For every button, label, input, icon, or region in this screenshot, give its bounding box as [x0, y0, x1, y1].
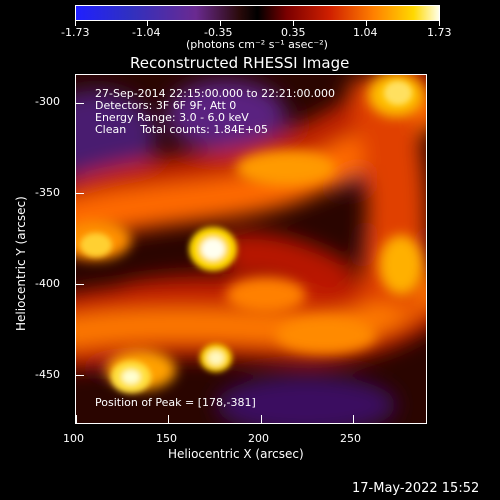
x-axis-label: Heliocentric X (arcsec) [168, 447, 304, 461]
colorbar-tick [293, 21, 294, 26]
info-time-range: 27-Sep-2014 22:15:00.000 to 22:21:00.000 [95, 87, 335, 100]
x-axis-tick [76, 415, 77, 423]
x-axis-tick [353, 415, 354, 423]
y-axis-label: Heliocentric Y (arcsec) [14, 196, 28, 331]
y-axis-tick [76, 375, 84, 376]
colorbar-tick-label: -1.73 [61, 26, 90, 39]
x-tick-label: 100 [63, 432, 84, 445]
y-axis-tick [76, 103, 84, 104]
y-axis-tick [76, 193, 84, 194]
colorbar-tick-label: 1.04 [353, 26, 378, 39]
colorbar-tick [147, 21, 148, 26]
y-tick-label: -450 [35, 368, 60, 381]
plot-title: Reconstructed RHESSI Image [130, 54, 350, 72]
timestamp: 17-May-2022 15:52 [352, 481, 480, 496]
x-axis-tick [261, 415, 262, 423]
colorbar-tick [75, 21, 76, 26]
info-clean-counts: Clean Total counts: 1.84E+05 [95, 123, 269, 136]
colorbar-tick [439, 21, 440, 26]
colorbar [75, 5, 440, 21]
y-axis-tick [76, 284, 84, 285]
heatmap-image [76, 75, 426, 423]
colorbar-unit-label: (photons cm⁻² s⁻¹ asec⁻²) [186, 38, 328, 51]
info-detectors: Detectors: 3F 6F 9F, Att 0 [95, 99, 237, 112]
colorbar-tick [220, 21, 221, 26]
colorbar-tick-label: 0.35 [281, 26, 306, 39]
colorbar-tick-label: 1.73 [427, 26, 452, 39]
x-tick-label: 250 [340, 432, 361, 445]
plot-frame [75, 74, 427, 424]
y-tick-label: -400 [35, 277, 60, 290]
y-tick-label: -300 [35, 95, 60, 108]
peak-position-text: Position of Peak = [178,-381] [95, 396, 256, 409]
info-energy-range: Energy Range: 3.0 - 6.0 keV [95, 111, 249, 124]
y-tick-label: -350 [35, 186, 60, 199]
colorbar-tick-label: -1.04 [132, 26, 161, 39]
colorbar-tick-label: -0.35 [204, 26, 233, 39]
x-axis-tick [168, 415, 169, 423]
x-tick-label: 200 [248, 432, 269, 445]
colorbar-tick [366, 21, 367, 26]
x-tick-label: 150 [156, 432, 177, 445]
